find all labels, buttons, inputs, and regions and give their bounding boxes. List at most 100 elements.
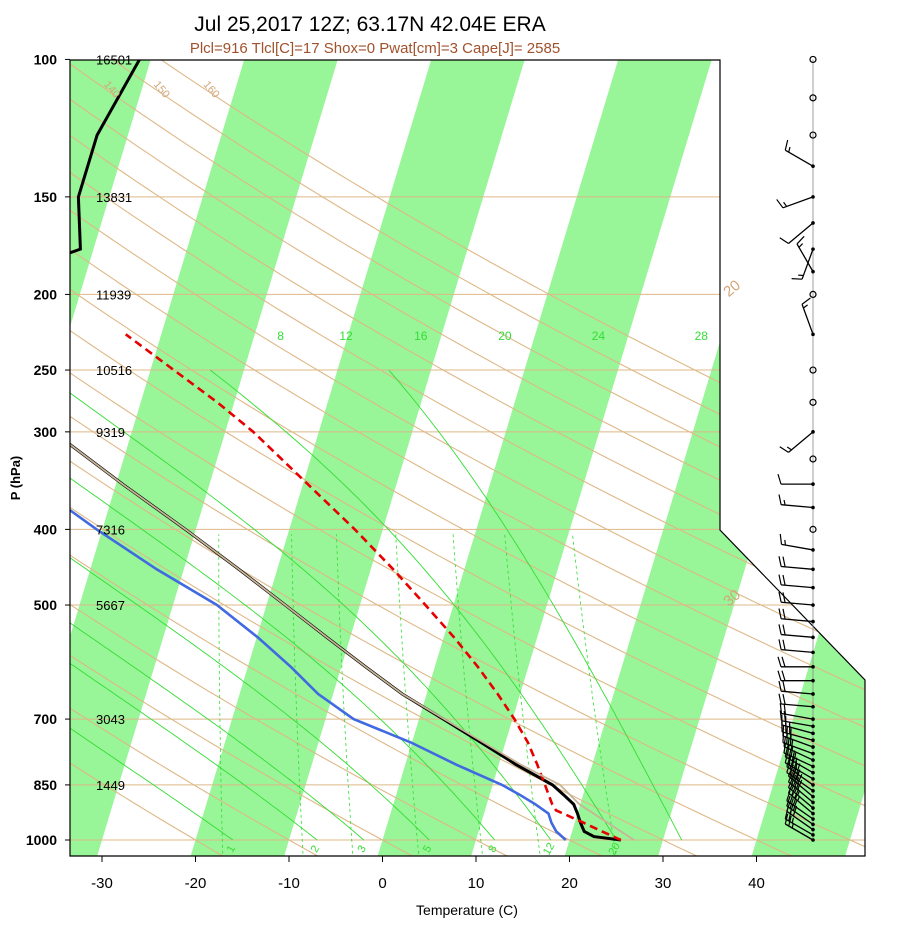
mixing-ratio-line <box>336 534 354 856</box>
x-tick-label: -30 <box>91 875 113 892</box>
dry-adiabat <box>70 60 705 856</box>
barb-flag <box>791 750 796 761</box>
barb-shaft <box>781 618 814 623</box>
barb-flag <box>782 556 786 567</box>
barb-shaft <box>784 823 814 841</box>
moist-adiabat <box>70 369 318 841</box>
moist-adiabat-label: 5 <box>421 843 434 854</box>
series-dew-point <box>70 60 567 841</box>
wind-barb <box>784 813 815 842</box>
wind-barb <box>778 574 815 590</box>
barb-shaft <box>786 771 814 792</box>
isotherm-band <box>376 60 718 856</box>
dry-adiabat <box>70 60 865 856</box>
barb-shaft <box>783 752 814 768</box>
mixing-ratio-line <box>452 534 484 856</box>
barb-flag <box>782 693 786 705</box>
barb-flag <box>776 199 784 209</box>
moist-adiabat-label: 12 <box>541 841 558 858</box>
y-tick-label: 100 <box>34 51 58 67</box>
barb-flag <box>782 592 786 603</box>
x-tick-label: -10 <box>278 875 300 892</box>
barb-flag <box>801 297 811 305</box>
wind-barb <box>782 725 815 749</box>
dry-adiabat <box>70 60 420 856</box>
barb-flag <box>778 693 782 705</box>
wind-barb <box>784 139 815 168</box>
dry-adiabat <box>70 60 865 856</box>
barb-flag <box>782 574 786 586</box>
wind-barb <box>779 703 815 721</box>
calm-circle <box>809 366 817 374</box>
barb-shaft <box>781 690 814 695</box>
barb-shaft <box>781 720 814 727</box>
wind-barb <box>787 777 815 810</box>
barb-shaft <box>782 742 814 755</box>
calm-circle <box>809 525 817 533</box>
barb-flag <box>786 790 791 801</box>
barb-half-flag <box>795 763 798 770</box>
barb-shaft <box>786 805 814 825</box>
dry-adiabat <box>70 60 515 856</box>
barb-shaft <box>784 762 814 780</box>
barb-shaft <box>788 792 814 815</box>
moist-adiabat <box>209 369 617 841</box>
moist-adiabat-label: 1 <box>225 843 238 854</box>
barb-flag <box>782 624 786 636</box>
mixing-ratio-label: 16 <box>414 329 428 343</box>
dry-adiabat <box>70 60 865 856</box>
wind-barb <box>783 742 815 769</box>
wind-barb <box>809 94 817 102</box>
barb-half-flag <box>783 499 786 506</box>
moist-adiabat-label: 20 <box>606 841 623 858</box>
barb-shaft <box>786 800 814 820</box>
barb-flag <box>783 742 787 754</box>
wind-barb <box>809 55 817 64</box>
barb-shaft <box>781 724 814 734</box>
dry-adiabat <box>140 60 865 856</box>
barb-flag <box>778 556 782 567</box>
dry-adiabat <box>70 60 865 856</box>
barb-flag <box>778 639 782 650</box>
mixing-ratio-label: 20 <box>498 329 512 343</box>
wind-barb <box>777 473 815 486</box>
axes: -30 -20 -10 0 10 20 30 100 150 200 250 300 400 500 700… <box>26 51 765 892</box>
isotherm-label: 20 <box>720 277 744 301</box>
dry-adiabat <box>70 60 865 856</box>
barb-flag <box>792 795 798 806</box>
dry-adiabat <box>70 60 865 856</box>
height-label: 1449 <box>96 778 125 793</box>
height-label: 11939 <box>96 287 131 302</box>
wind-barb <box>779 710 815 729</box>
wind-barb <box>778 608 815 624</box>
moist-adiabat-label: 8 <box>486 843 499 854</box>
barb-flag <box>791 278 803 280</box>
barb-shaft <box>781 703 814 708</box>
chart-subtitle: Plcl=916 Tlcl[C]=17 Shox=0 Pwat[cm]=3 Ca… <box>190 40 560 57</box>
calm-circle <box>809 290 817 299</box>
barb-flag <box>783 710 787 722</box>
wind-barb <box>783 736 815 762</box>
wind-barb <box>786 790 815 821</box>
wind-barb <box>778 680 815 696</box>
barb-flag <box>781 670 786 681</box>
barb-flag <box>786 726 788 738</box>
barb-shaft <box>784 756 814 774</box>
barb-flag <box>789 792 794 804</box>
dry-adiabat <box>70 60 865 856</box>
moist-adiabat <box>70 369 430 841</box>
height-label: 7316 <box>96 522 125 537</box>
barb-flag <box>778 608 782 619</box>
mixing-ratio-line <box>218 534 224 856</box>
x-tick-label: 40 <box>748 875 765 892</box>
dry-adiabat <box>70 60 325 856</box>
barb-flag <box>777 473 782 485</box>
barb-flag <box>787 744 790 755</box>
barb-flag <box>783 703 787 715</box>
dry-adiabat <box>70 60 800 856</box>
barb-flag <box>790 739 794 751</box>
moist-adiabat-label: 2 <box>309 843 322 854</box>
barb-flag <box>779 533 783 545</box>
